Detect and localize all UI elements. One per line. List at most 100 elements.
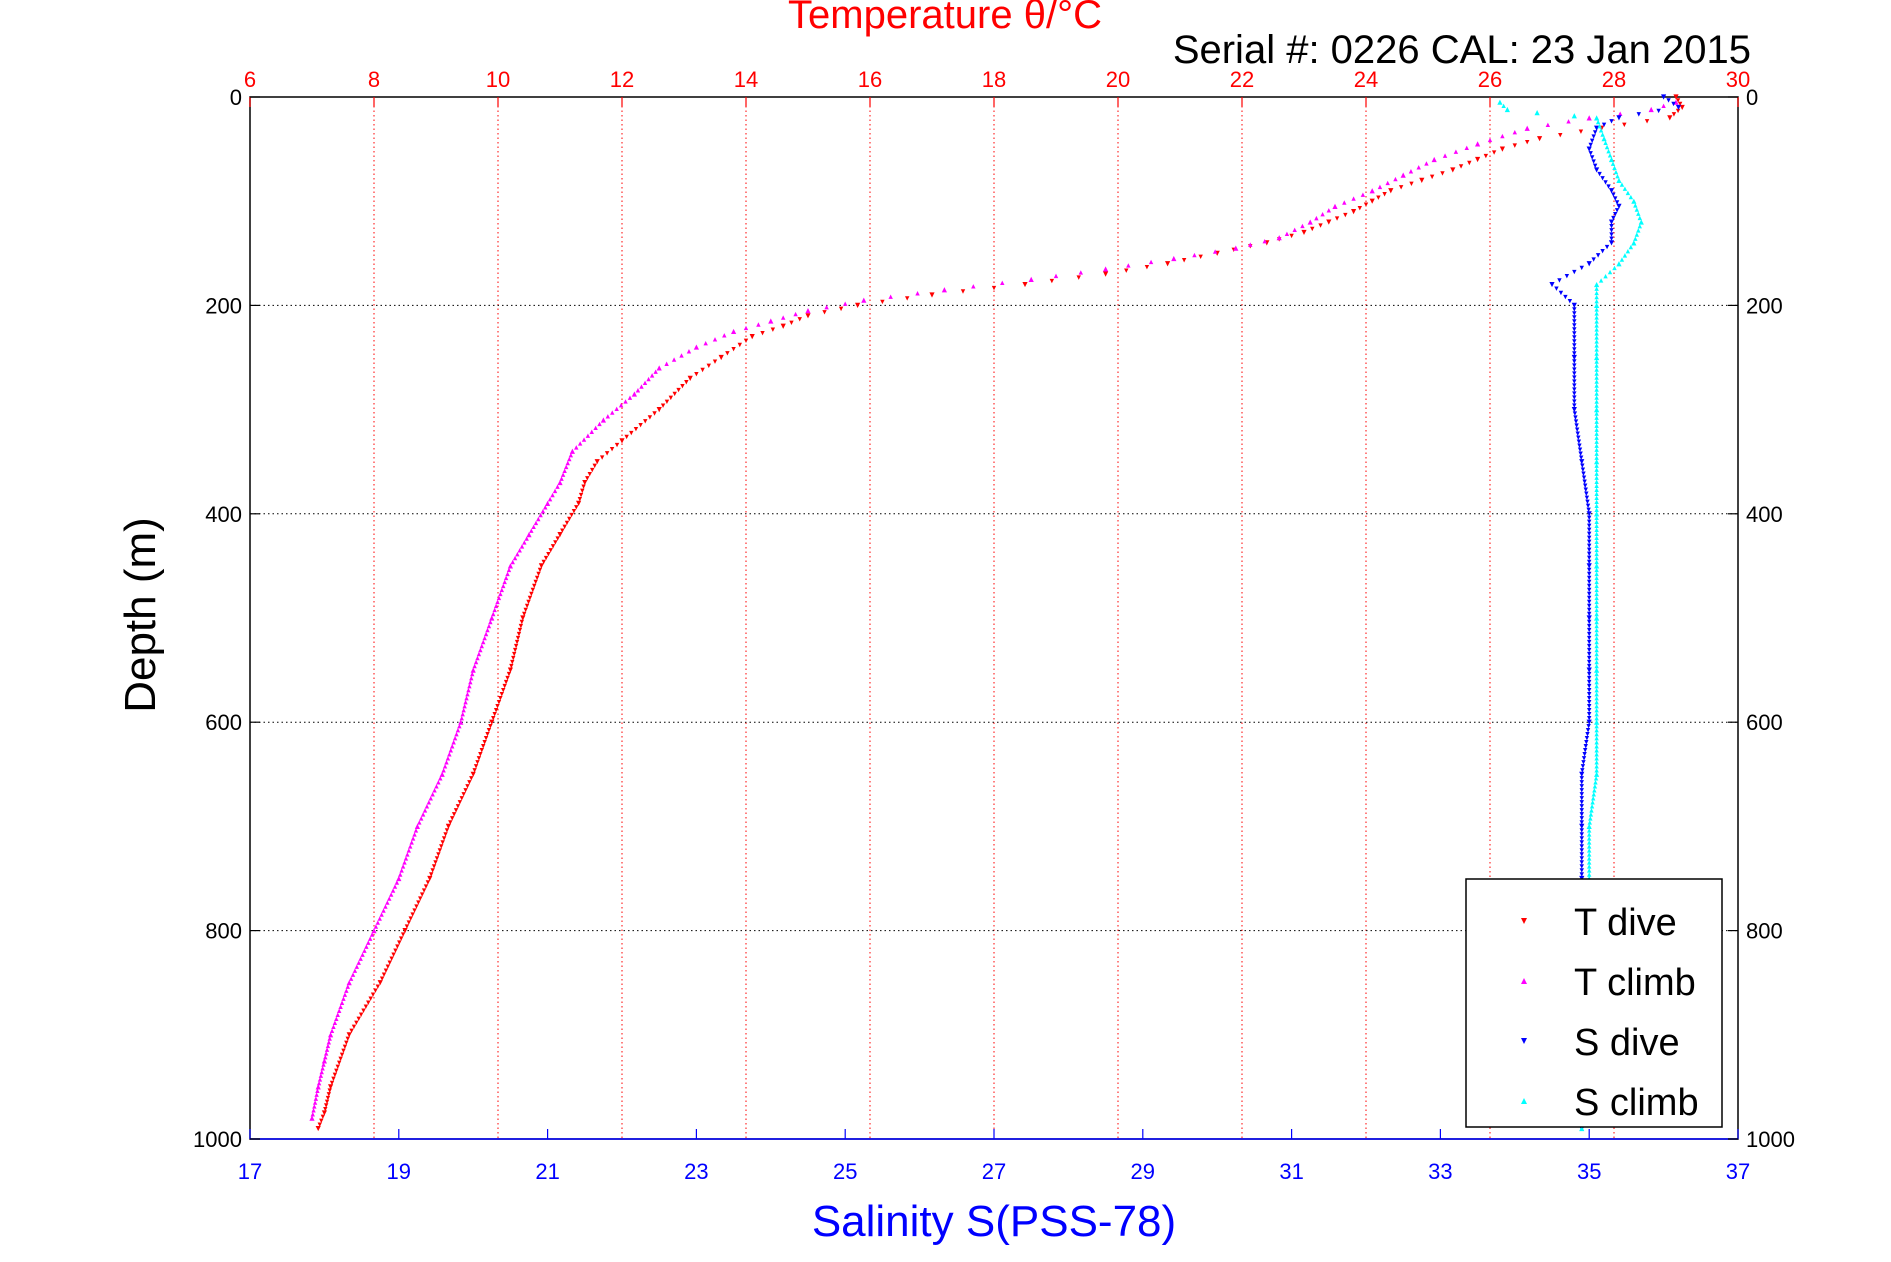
data-point xyxy=(633,426,639,432)
data-point xyxy=(447,752,452,757)
data-point xyxy=(1589,804,1595,809)
data-point xyxy=(1619,182,1625,187)
data-point xyxy=(317,1122,322,1127)
data-point xyxy=(344,988,349,993)
data-point xyxy=(1594,519,1599,525)
data-point xyxy=(1637,224,1642,229)
legend-label-s-climb: S climb xyxy=(1574,1082,1699,1124)
data-point xyxy=(1587,639,1592,645)
data-point xyxy=(341,996,346,1001)
data-point xyxy=(1579,823,1585,829)
data-point xyxy=(1677,101,1683,107)
data-point xyxy=(1675,98,1681,103)
data-point xyxy=(1577,447,1583,452)
data-point xyxy=(1545,122,1551,127)
data-point xyxy=(1594,675,1599,681)
data-point xyxy=(1398,185,1404,190)
data-point xyxy=(1586,115,1592,121)
data-point xyxy=(915,291,920,296)
data-point xyxy=(349,1028,354,1033)
data-point xyxy=(629,430,634,436)
data-point xyxy=(351,1024,357,1029)
data-point xyxy=(664,361,669,366)
top-axis-tick-label: 8 xyxy=(368,67,380,92)
data-point xyxy=(562,468,567,474)
data-point xyxy=(379,912,384,917)
data-point xyxy=(1416,165,1421,170)
data-point xyxy=(1572,307,1577,312)
data-point xyxy=(1586,823,1592,829)
data-point xyxy=(350,972,356,977)
data-point xyxy=(593,425,598,431)
data-point xyxy=(597,421,602,427)
data-point xyxy=(391,952,396,957)
data-point xyxy=(653,369,658,374)
data-point xyxy=(421,888,427,893)
data-point xyxy=(1360,192,1366,197)
data-point xyxy=(414,823,420,829)
data-point xyxy=(1611,192,1616,197)
data-point xyxy=(1483,153,1489,159)
data-point xyxy=(419,892,425,897)
data-point xyxy=(1594,740,1599,745)
data-point xyxy=(1587,519,1592,525)
data-point xyxy=(1618,111,1623,116)
data-point xyxy=(1594,294,1599,300)
data-point xyxy=(1572,327,1577,332)
data-point xyxy=(468,679,473,685)
data-point xyxy=(1587,627,1592,633)
data-point xyxy=(574,505,579,510)
data-point xyxy=(1587,675,1592,681)
data-point xyxy=(524,603,530,609)
data-point xyxy=(1579,792,1584,797)
data-point xyxy=(1572,351,1577,356)
data-point xyxy=(516,631,522,637)
data-point xyxy=(493,603,499,609)
data-point xyxy=(614,442,620,448)
data-point xyxy=(1563,294,1568,300)
data-point xyxy=(1593,776,1599,781)
data-point xyxy=(555,484,560,489)
data-point xyxy=(672,391,677,397)
bottom-axis-tick-label: 17 xyxy=(238,1159,262,1184)
data-point xyxy=(1572,269,1577,275)
data-point xyxy=(1594,724,1599,729)
data-point xyxy=(1453,149,1459,154)
data-point xyxy=(1594,547,1599,553)
data-point xyxy=(1078,270,1083,275)
data-point xyxy=(395,944,400,949)
data-point xyxy=(1512,143,1517,148)
data-point xyxy=(1587,828,1592,833)
data-point xyxy=(1587,611,1592,617)
data-point xyxy=(360,952,365,957)
data-point xyxy=(578,492,584,498)
data-point xyxy=(334,1068,339,1074)
data-point xyxy=(495,703,500,709)
data-point xyxy=(1603,180,1608,185)
data-point xyxy=(375,984,381,989)
data-point xyxy=(1637,215,1642,221)
bottom-axis-tick-label: 35 xyxy=(1577,1159,1601,1184)
data-point xyxy=(451,812,457,817)
data-point xyxy=(345,1036,350,1042)
data-point xyxy=(623,399,628,404)
data-point xyxy=(543,555,549,561)
data-point xyxy=(1592,163,1598,168)
data-point xyxy=(1579,872,1584,877)
data-point xyxy=(1587,687,1592,693)
data-point xyxy=(455,728,461,733)
data-point xyxy=(1594,299,1599,304)
data-point xyxy=(1450,167,1456,173)
data-point xyxy=(479,748,484,753)
data-point xyxy=(445,756,451,761)
data-point xyxy=(1579,816,1584,821)
data-point xyxy=(1631,198,1637,204)
data-point xyxy=(1579,864,1584,869)
data-point xyxy=(1636,211,1641,216)
data-point xyxy=(331,1076,336,1082)
data-point xyxy=(1388,188,1394,194)
data-point xyxy=(635,388,641,393)
data-point xyxy=(793,311,798,317)
data-point xyxy=(1594,463,1599,468)
data-point xyxy=(1594,671,1599,677)
